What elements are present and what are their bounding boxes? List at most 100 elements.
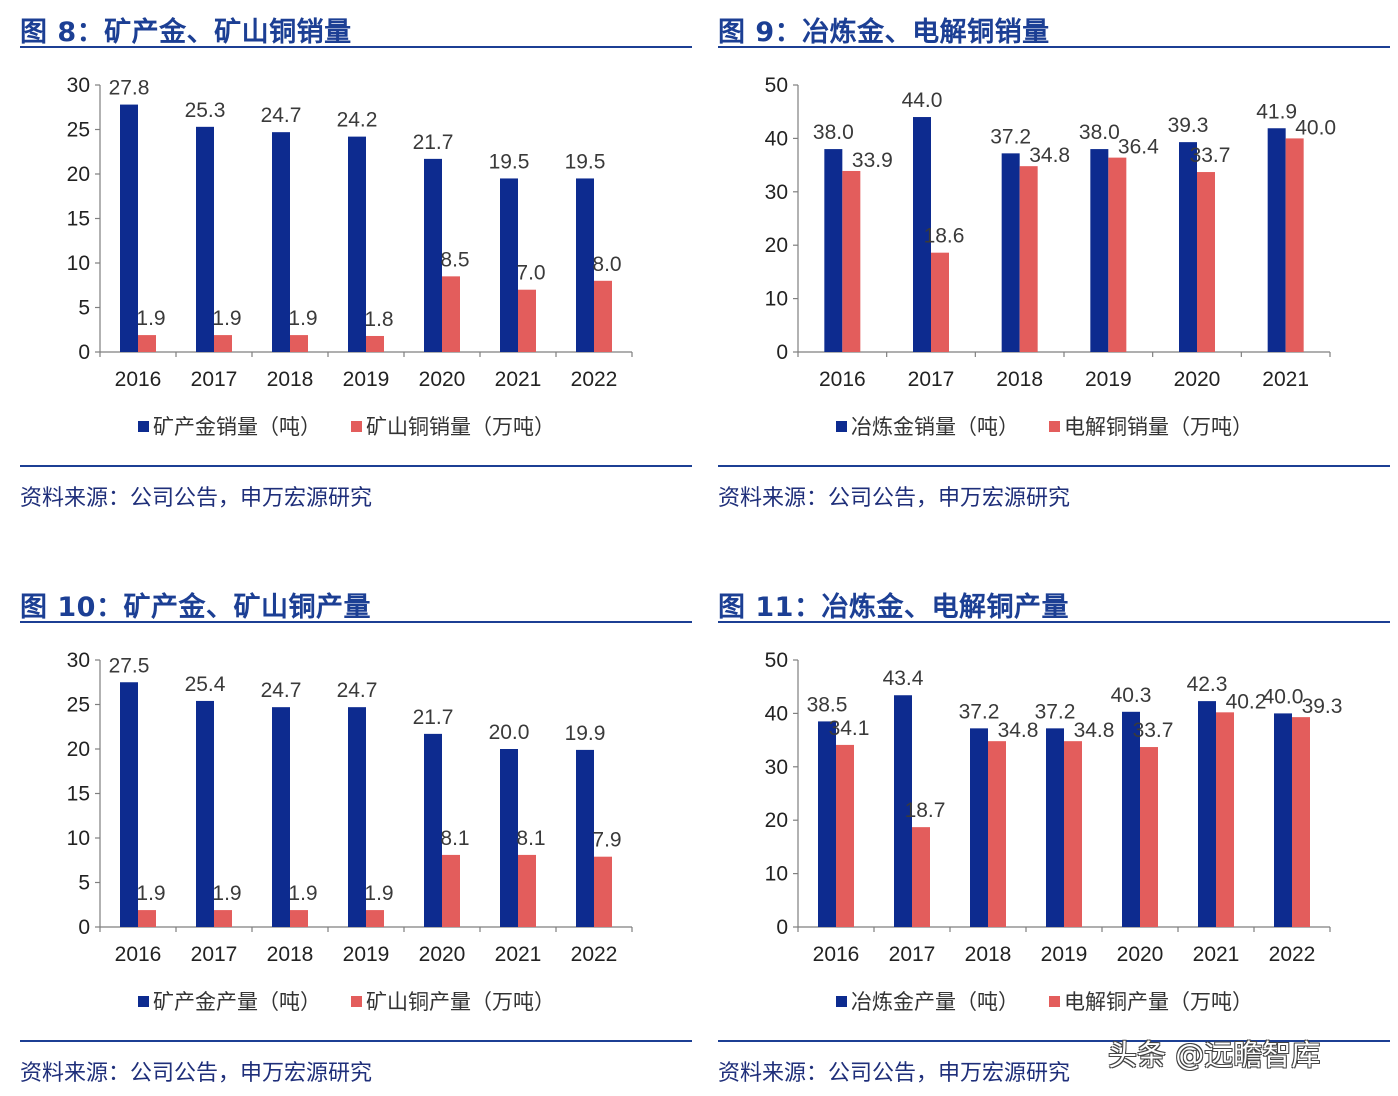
data-label-series2: 1.9 [288,882,317,905]
x-tick-label: 2018 [267,943,314,966]
data-label-series2: 8.0 [592,253,621,276]
bar-chart: 0 10 20 30 40 50 2016 38.0 33.9 2017 44.0 18.6 2018 3… [765,74,1336,391]
x-tick-label: 2017 [191,943,238,966]
bar-chart: 0 5 10 15 20 25 30 2016 27.8 1.9 2017 25.3 1.9 2018 24… [67,74,633,391]
source-rule [718,465,1390,467]
x-tick-label: 2017 [889,943,936,966]
x-tick-label: 2021 [495,368,542,391]
data-label-series2: 40.0 [1295,116,1336,139]
bar-series1-2017 [196,700,214,927]
y-tick-label: 40 [765,702,788,725]
data-label-series1: 27.5 [109,654,150,677]
source-rule [20,465,692,467]
legend-swatch [138,995,149,1007]
bar-series1-2018 [1001,153,1020,352]
bar-series1-2020 [1122,711,1140,927]
chart-panel-fig10: 图 10：矿产金、矿山铜产量 0 5 10 15 20 25 30 2016 27.5 1.9 20… [20,575,692,1095]
x-tick-label: 2021 [1262,368,1309,391]
legend-label: 电解铜销量（万吨） [1064,415,1253,439]
x-tick-label: 2020 [1117,943,1164,966]
bar-series1-2020 [424,733,442,927]
x-tick-label: 2020 [419,368,466,391]
bar-series1-2016 [824,149,843,352]
y-tick-label: 30 [765,181,788,204]
legend-swatch [836,995,847,1007]
data-label-series1: 38.5 [807,693,848,716]
data-label-series1: 44.0 [902,89,943,112]
data-label-series1: 42.3 [1187,673,1228,696]
x-tick-label: 2021 [495,943,542,966]
bar-series1-2016 [120,682,138,927]
source-rule [718,1040,1390,1042]
bar-chart: 0 10 20 30 40 50 2016 38.534.1 2017 43.4 18.7 2018 3… [765,649,1343,966]
y-tick-label: 25 [67,694,90,717]
bar-series1-2018 [272,707,290,927]
chart-legend: 矿产金产量（吨） 矿山铜产量（万吨） [138,985,585,1017]
bar-series2-2018 [988,741,1006,927]
legend-item-series2: 矿山铜销量（万吨） [351,411,555,441]
data-label-series1: 37.2 [990,125,1031,148]
x-tick-label: 2022 [571,368,618,391]
legend-item-series1: 冶炼金产量（吨） [836,986,1019,1016]
y-tick-label: 15 [67,783,90,806]
chart-title: 图 8：矿产金、矿山铜销量 [20,17,352,48]
data-label-series1: 40.0 [1263,685,1304,708]
source-rule [20,1040,692,1042]
data-label-series2: 34.8 [1029,144,1070,167]
data-label-series1: 25.4 [185,673,226,696]
data-label-series2: 7.0 [516,262,545,285]
data-label-series2: 1.9 [212,307,241,330]
data-label-series2: 8.1 [440,827,469,850]
chart-legend: 矿产金销量（吨） 矿山铜销量（万吨） [138,410,585,442]
bar-series1-2020 [424,158,442,352]
x-tick-label: 2017 [908,368,955,391]
data-label-series2: 34.1 [829,717,870,740]
title-rule [20,46,692,48]
bar-series1-2019 [1046,728,1064,927]
data-label-series2: 36.4 [1118,136,1159,159]
chart-legend: 冶炼金产量（吨） 电解铜产量（万吨） [836,985,1283,1017]
y-tick-label: 5 [78,872,90,895]
data-label-series1: 40.3 [1111,684,1152,707]
bar-series2-2018 [290,910,308,927]
x-tick-label: 2020 [1174,368,1221,391]
bar-series1-2018 [970,728,988,927]
bar-series1-2017 [913,117,931,352]
legend-item-series1: 矿产金销量（吨） [138,411,321,441]
data-label-series1: 20.0 [489,721,530,744]
x-tick-label: 2019 [343,943,390,966]
bar-series1-2019 [1090,149,1109,352]
data-label-series1: 21.7 [413,131,454,154]
y-tick-label: 50 [765,74,788,97]
data-label-series2: 1.9 [288,307,317,330]
x-tick-label: 2021 [1193,943,1240,966]
bar-series2-2018 [290,335,308,352]
data-label-series1: 25.3 [185,99,226,122]
data-label-series1: 27.8 [109,77,150,100]
x-tick-label: 2019 [343,368,390,391]
x-tick-label: 2018 [996,368,1043,391]
legend-item-series1: 冶炼金销量（吨） [836,411,1019,441]
bar-series1-2021 [500,178,518,352]
data-label-series2: 7.9 [592,829,621,852]
source-note: 资料来源：公司公告，申万宏源研究 [20,1061,373,1086]
bar-series1-2022 [576,178,594,352]
data-label-series1: 43.4 [883,667,924,690]
y-tick-label: 10 [765,863,788,886]
bar-series2-2020 [442,276,460,352]
legend-item-series2: 矿山铜产量（万吨） [351,986,555,1016]
title-rule [20,621,692,623]
y-tick-label: 0 [776,341,788,364]
bar-series2-2022 [594,856,612,927]
bar-series2-2021 [518,289,536,352]
bar-series2-2017 [912,827,930,927]
data-label-series2: 34.8 [1074,719,1115,742]
bar-series1-2022 [576,749,594,927]
y-tick-label: 10 [765,288,788,311]
y-tick-label: 20 [67,738,90,761]
bar-series2-2021 [1285,138,1304,352]
data-label-series1: 37.2 [959,700,1000,723]
y-tick-label: 40 [765,127,788,150]
data-label-series2: 40.2 [1226,690,1267,713]
legend-swatch [1049,420,1060,432]
